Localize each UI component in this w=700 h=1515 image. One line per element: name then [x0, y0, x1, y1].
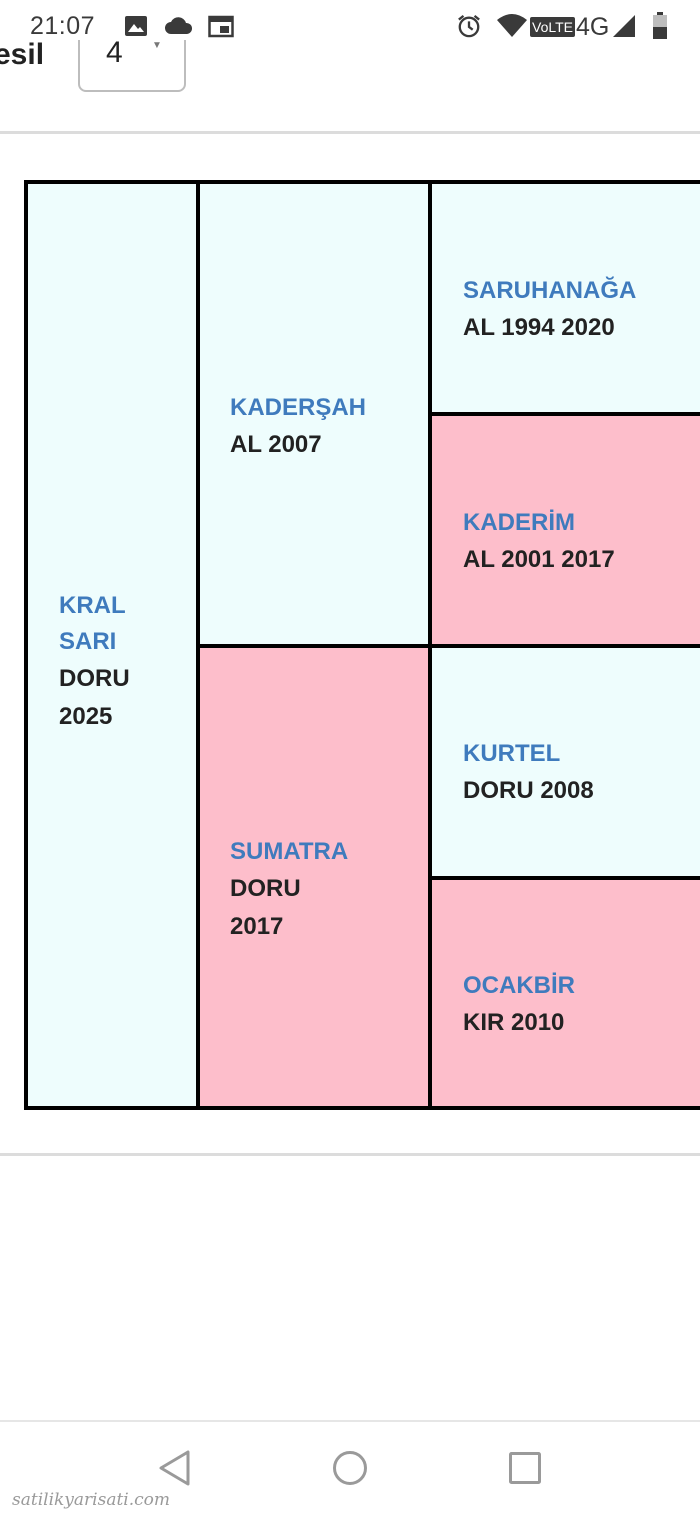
network-type-label: 4G — [576, 13, 610, 41]
pedigree-table: KRAL SARI DORU 2025 KADERŞAH AL 2007 SUM… — [24, 180, 700, 1110]
horse-info: KIR 2010 — [463, 1009, 565, 1036]
pedigree-cell-dam[interactable]: SUMATRA DORU 2017 — [196, 644, 432, 1110]
watermark: satilikyarisati.com — [12, 1490, 171, 1510]
horse-name: OCAKBİR — [463, 972, 575, 999]
status-bar: 21:07 VoLTE 4G — [0, 0, 700, 56]
horse-name: KADERİM — [463, 509, 575, 536]
recents-icon[interactable] — [508, 1450, 542, 1486]
horse-name: KRAL — [59, 592, 126, 619]
pedigree-cell-granddam[interactable]: OCAKBİR KIR 2010 — [428, 876, 700, 1110]
horse-name: SUMATRA — [230, 838, 349, 865]
horse-name: SARUHANAĞA — [463, 277, 637, 304]
horse-info: DORU — [230, 875, 301, 902]
generation-select-value: 4 — [106, 40, 123, 69]
cloud-icon — [165, 17, 193, 34]
generation-select[interactable]: 4 ▼ — [78, 40, 186, 92]
signal-icon — [613, 15, 635, 37]
horse-info: AL 1994 2020 — [463, 314, 615, 341]
horse-info: AL 2001 2017 — [463, 546, 615, 573]
pedigree-cell-horse[interactable]: KRAL SARI DORU 2025 — [24, 180, 200, 1110]
horse-info: 2025 — [59, 703, 113, 730]
pedigree-cell-grandsire[interactable]: SARUHANAĞA AL 1994 2020 — [428, 180, 700, 416]
divider-bottom — [0, 1153, 700, 1156]
status-time: 21:07 — [30, 12, 96, 40]
horse-name: KURTEL — [463, 740, 561, 767]
back-icon[interactable] — [158, 1450, 192, 1486]
horse-info: DORU — [59, 665, 130, 692]
image-icon — [125, 16, 147, 36]
volte-badge: VoLTE — [530, 17, 575, 37]
navigation-bar — [0, 1420, 700, 1515]
generation-label: esil — [0, 40, 45, 71]
calendar-icon — [208, 15, 234, 38]
pedigree-cell-granddam[interactable]: KADERİM AL 2001 2017 — [428, 412, 700, 648]
horse-name: KADERŞAH — [230, 394, 367, 421]
chevron-down-icon: ▼ — [152, 40, 162, 51]
horse-name: SARI — [59, 628, 117, 655]
horse-info: DORU 2008 — [463, 777, 594, 804]
divider-top — [0, 131, 700, 134]
horse-info: 2017 — [230, 913, 284, 940]
horse-info: AL 2007 — [230, 431, 322, 458]
home-icon[interactable] — [332, 1450, 368, 1486]
alarm-icon — [458, 14, 480, 38]
battery-icon — [653, 12, 667, 39]
pedigree-cell-sire[interactable]: KADERŞAH AL 2007 — [196, 180, 432, 648]
generation-selector-row: esil 4 ▼ — [0, 40, 700, 94]
wifi-icon — [497, 14, 527, 37]
pedigree-cell-grandsire[interactable]: KURTEL DORU 2008 — [428, 644, 700, 880]
